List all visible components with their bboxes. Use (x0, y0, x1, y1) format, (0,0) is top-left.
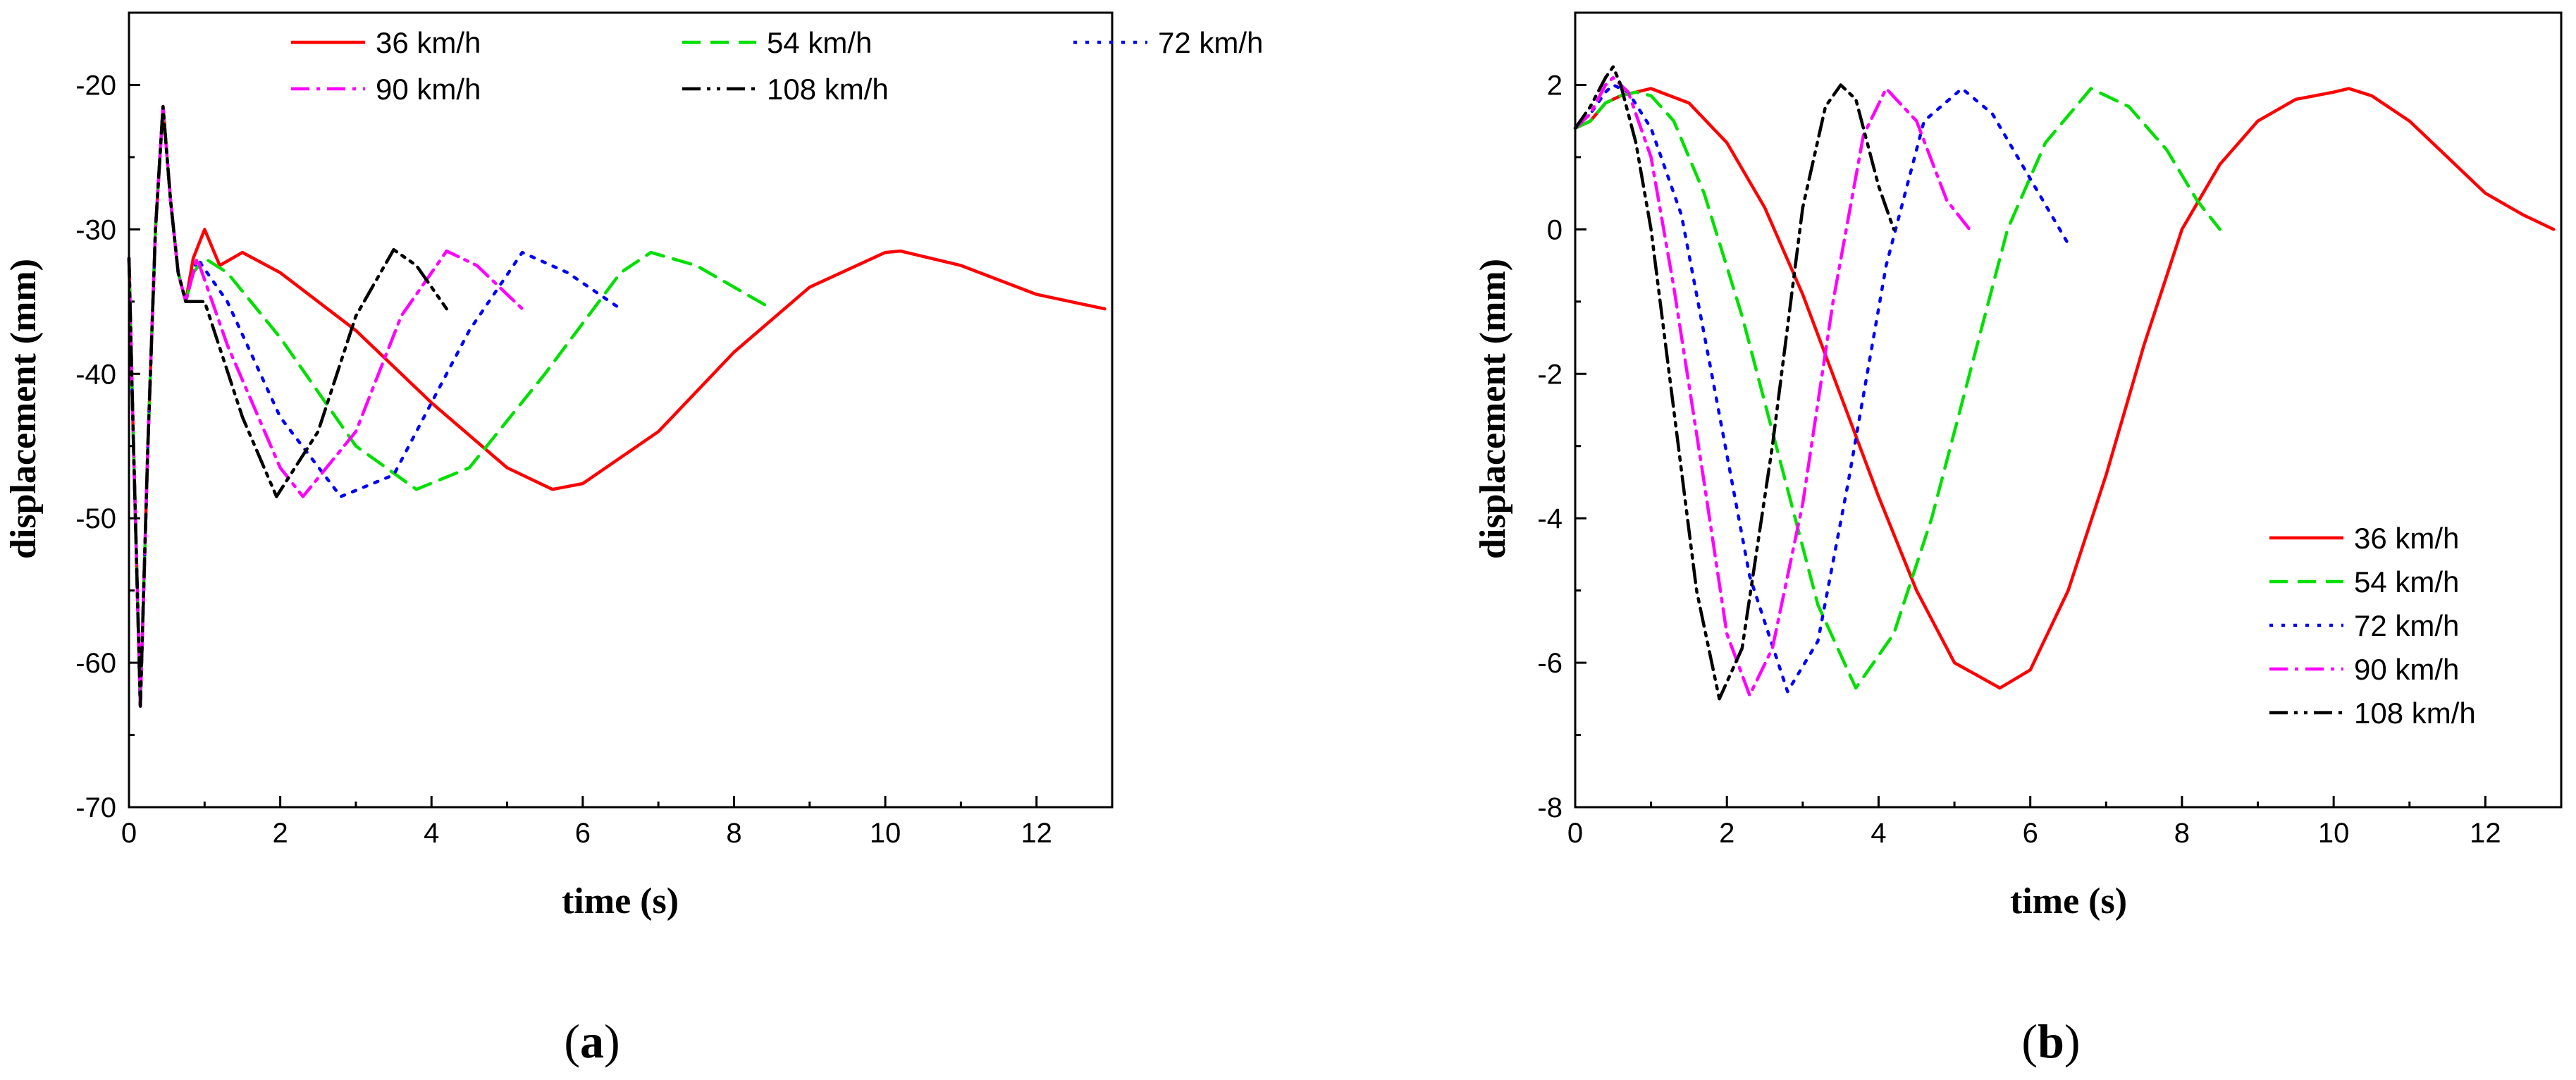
y-tick-label: -50 (75, 503, 116, 534)
legend-label: 36 km/h (2354, 522, 2459, 555)
x-tick-label: 0 (121, 818, 137, 849)
y-tick-label: -8 (1537, 792, 1563, 823)
chart-a-series (127, 104, 1107, 708)
x-tick-label: 6 (2023, 818, 2038, 849)
chart-a: 0 2 4 6 8 10 12 -70 -60 -50 -40 -30 -20 36 km/h 54 km… (4, 11, 1263, 1068)
chart-a-legend: 36 km/h 54 km/h 72 km/h 90 km/h 108 km/h (291, 26, 1263, 106)
x-tick-label: 4 (1871, 818, 1886, 849)
x-tick-label: 2 (1719, 818, 1734, 849)
legend-label: 54 km/h (2354, 565, 2459, 599)
chart-b-legend: 36 km/h 54 km/h 72 km/h 90 km/h 108 km/h (2269, 522, 2476, 730)
chart-b-series (1573, 65, 2556, 701)
y-tick-label: -30 (75, 214, 116, 245)
chart-b-caption-close: ) (2064, 1014, 2081, 1068)
chart-b-caption-open: ( (2021, 1014, 2038, 1068)
chart-b-caption: (b) (2021, 1014, 2080, 1068)
chart-a-caption-open: ( (564, 1014, 580, 1068)
x-tick-label: 12 (2470, 818, 2501, 849)
y-tick-label: 2 (1547, 70, 1563, 101)
series-line-36-km-h (1573, 87, 2556, 690)
y-tick-label: -4 (1537, 503, 1563, 534)
legend-label: 72 km/h (1158, 26, 1263, 59)
x-tick-label: 8 (726, 818, 741, 849)
series-line-72-km-h (127, 104, 622, 708)
chart-a-caption-letter: a (580, 1014, 604, 1068)
legend-label: 54 km/h (767, 26, 872, 59)
y-tick-label: -70 (75, 792, 116, 823)
chart-a-ticks: 0 2 4 6 8 10 12 -70 -60 -50 -40 -30 -20 (75, 70, 1052, 849)
chart-a-y-axis-title: displacement (mm) (4, 259, 44, 559)
y-tick-label: 0 (1547, 214, 1563, 245)
y-tick-label: -6 (1537, 648, 1563, 679)
legend-label: 108 km/h (2354, 697, 2476, 730)
chart-a-caption-close: ) (604, 1014, 620, 1068)
legend-label: 90 km/h (376, 73, 481, 106)
x-tick-label: 10 (2318, 818, 2350, 849)
y-tick-label: -2 (1537, 359, 1563, 390)
x-tick-label: 6 (575, 818, 591, 849)
legend-label: 108 km/h (767, 73, 889, 106)
legend-label: 36 km/h (376, 26, 481, 59)
y-tick-label: -40 (75, 359, 116, 390)
series-line-90-km-h (127, 104, 524, 708)
legend-label: 72 km/h (2354, 609, 2459, 642)
x-tick-label: 12 (1021, 818, 1052, 849)
x-tick-label: 0 (1567, 818, 1583, 849)
x-tick-label: 8 (2174, 818, 2190, 849)
series-line-90-km-h (1573, 75, 1971, 697)
chart-b-caption-letter: b (2038, 1014, 2064, 1068)
chart-a-x-axis-title: time (s) (562, 881, 679, 921)
chart-a-caption: (a) (564, 1014, 620, 1068)
series-line-108-km-h (1573, 65, 1896, 701)
y-tick-label: -60 (75, 648, 116, 679)
chart-a-plot-frame (128, 11, 1114, 809)
chart-b: 0 2 4 6 8 10 12 -8 -6 -4 -2 0 2 36 km/h 54 km/h 72 km/… (1473, 11, 2563, 1068)
legend-label: 90 km/h (2354, 653, 2459, 686)
x-tick-label: 2 (272, 818, 288, 849)
series-line-36-km-h (127, 104, 1107, 708)
series-line-54-km-h (127, 104, 774, 708)
y-tick-label: -20 (75, 70, 116, 101)
series-line-108-km-h (127, 104, 448, 708)
x-tick-label: 4 (424, 818, 439, 849)
chart-b-plot-frame (1574, 11, 2563, 809)
chart-b-ticks: 0 2 4 6 8 10 12 -8 -6 -4 -2 0 2 (1537, 70, 2501, 849)
x-tick-label: 10 (870, 818, 901, 849)
series-line-72-km-h (1573, 83, 2070, 694)
chart-b-y-axis-title: displacement (mm) (1473, 259, 1513, 559)
chart-b-x-axis-title: time (s) (2010, 881, 2127, 921)
